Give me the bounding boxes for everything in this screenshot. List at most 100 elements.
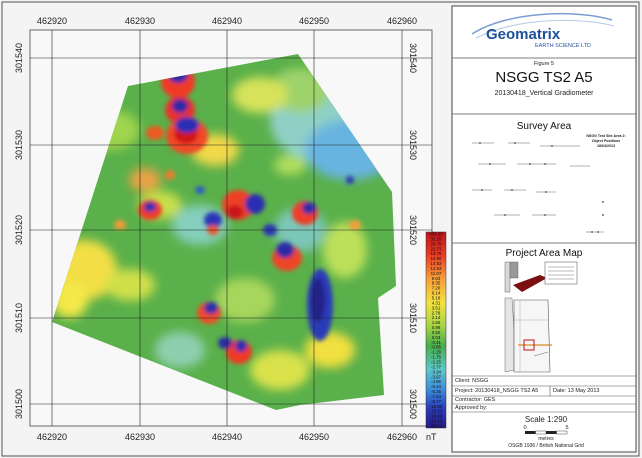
y-tick-left: 301520 — [14, 215, 24, 245]
title-panel: Geomatrix EARTH SCIENCE LTD Figure 5 NSG… — [451, 5, 637, 453]
logo-swoosh-icon — [471, 12, 613, 35]
x-tick-bottom: 462940 — [212, 432, 242, 442]
x-tick-labels-bottom: 462920 462930 462940 462950 462960 — [37, 432, 417, 442]
color-scale-label: 11.07 — [431, 271, 442, 276]
color-scale-label: -2.77 — [431, 364, 442, 369]
color-scale-label: -3.97 — [431, 374, 442, 379]
project-field: Project: 20130418_NSGG TS2 A5 — [455, 388, 538, 394]
color-scale-label: 32.29 — [431, 236, 443, 241]
survey-area-title: Survey Area — [517, 121, 572, 132]
color-scale-label: 6.14 — [432, 291, 441, 296]
x-tick-top: 462920 — [37, 16, 67, 26]
x-tick-labels-top: 462920 462930 462940 462950 462960 — [37, 16, 417, 26]
info-block: Client: NSGG Project: 20130418_NSGG TS2 … — [452, 375, 636, 413]
y-tick-left: 301540 — [14, 43, 24, 73]
color-scale-label: 9.63 — [432, 276, 441, 281]
color-scale-gradient — [425, 231, 447, 429]
y-tick-left: 301500 — [14, 389, 24, 419]
color-scale-label: 4.31 — [432, 300, 441, 305]
color-scale-label: 16.90 — [431, 256, 443, 261]
grid-reference-note: OSGB 1936 / British National Grid — [508, 443, 584, 449]
color-scale-label: 0.03 — [432, 335, 441, 340]
y-tick-left: 301510 — [14, 303, 24, 333]
survey-inset-line: 18/04/2013 — [597, 144, 615, 148]
color-scale-label: 22.73 — [431, 246, 443, 251]
scale-tick-5: 5 — [565, 425, 568, 431]
color-scale-label: 8.35 — [432, 281, 441, 286]
survey-area-inset: NSGG Test Site Area 2: Object Positions … — [472, 134, 626, 233]
color-scale-label: -0.41 — [431, 340, 442, 345]
contractor-field: Contractor: GES — [455, 397, 496, 403]
scale-bar — [525, 430, 568, 435]
client-field: Client: NSGG — [455, 378, 488, 384]
color-scale-label: 7.20 — [432, 286, 441, 291]
color-scale-labels: 403.2032.2926.7822.7319.7816.9014.5312.6… — [429, 232, 443, 429]
color-scale-label: -8.77 — [431, 399, 442, 404]
color-scale-label: 14.53 — [431, 261, 443, 266]
date-field: Date: 13 May 2013 — [553, 388, 599, 394]
color-scale-label: -10.50 — [430, 404, 443, 409]
x-tick-top: 462950 — [299, 16, 329, 26]
color-scale-label: -0.85 — [431, 345, 442, 350]
y-tick-right: 301530 — [408, 130, 418, 160]
figure-subtitle: 20130418_Vertical Gradiometer — [495, 90, 595, 97]
map-area: 462920 462930 462940 462950 462960 46292… — [14, 16, 447, 442]
y-tick-left: 301530 — [14, 130, 24, 160]
color-scale-label: 0.99 — [432, 325, 441, 330]
color-scale-label: 3.51 — [432, 305, 441, 310]
color-scale-label: -1.75 — [431, 355, 442, 360]
color-scale-unit: nT — [426, 432, 437, 442]
project-site-marker — [523, 339, 535, 351]
color-scale-label: 1.55 — [432, 320, 441, 325]
color-scale-label: -13.02 — [430, 409, 443, 414]
y-tick-right: 301520 — [408, 215, 418, 245]
color-scale-label: 26.78 — [431, 241, 443, 246]
scale-tick-0: 0 — [523, 425, 526, 431]
survey-inset-line: NSGG Test Site Area 2: — [586, 134, 625, 138]
grid-lines — [30, 30, 432, 426]
color-scale-label: -6.35 — [431, 389, 442, 394]
color-scale-label: 403.20 — [429, 232, 443, 237]
x-tick-top: 462930 — [125, 16, 155, 26]
y-tick-right: 301500 — [408, 389, 418, 419]
logo-name: Geomatrix — [486, 26, 561, 43]
figure-label: Figure 5 — [534, 61, 554, 67]
color-scale-label: -22.13 — [430, 419, 443, 424]
color-scale-label: -69.12 — [430, 424, 443, 429]
panel-frame — [451, 5, 637, 453]
x-tick-bottom: 462920 — [37, 432, 67, 442]
color-scale-label: -1.29 — [431, 350, 442, 355]
color-scale-label: 5.18 — [432, 296, 441, 301]
color-scale-label: 12.63 — [431, 266, 443, 271]
company-logo: Geomatrix EARTH SCIENCE LTD — [471, 12, 615, 49]
logo-sub: EARTH SCIENCE LTD — [535, 43, 591, 49]
y-tick-labels-right: 301540 301530 301520 301510 301500 — [408, 43, 418, 419]
color-scale-label: 2.78 — [432, 310, 441, 315]
y-tick-right: 301510 — [408, 303, 418, 333]
y-tick-labels-left: 301540 301530 301520 301510 301500 — [14, 43, 24, 419]
x-tick-bottom: 462930 — [125, 432, 155, 442]
approved-field: Approved by: — [455, 405, 488, 411]
color-scale-label: 2.14 — [432, 315, 441, 320]
color-scale-label: -2.25 — [431, 360, 442, 365]
survey-inset-line: Object Positions — [592, 139, 620, 143]
scale-ratio: Scale 1:290 — [525, 415, 568, 424]
x-tick-top: 462960 — [387, 16, 417, 26]
color-scale-label: -7.44 — [431, 394, 442, 399]
project-area-map — [504, 261, 578, 373]
scale-block: Scale 1:290 0 5 metres OSGB 1936 / Briti… — [508, 415, 584, 449]
color-scale-label: -5.43 — [431, 384, 442, 389]
x-tick-bottom: 462950 — [299, 432, 329, 442]
color-scale-label: -16.43 — [430, 414, 443, 419]
color-scale-label: 0.50 — [432, 330, 441, 335]
y-tick-right: 301540 — [408, 43, 418, 73]
figure-title: NSGG TS2 A5 — [495, 69, 592, 86]
x-tick-top: 462940 — [212, 16, 242, 26]
color-scale-label: -3.34 — [431, 369, 442, 374]
color-scale-bar: 403.2032.2926.7822.7319.7816.9014.5312.6… — [425, 231, 447, 442]
project-map-title: Project Area Map — [506, 248, 583, 259]
scale-unit: metres — [538, 436, 554, 442]
color-scale-label: 19.78 — [431, 251, 443, 256]
color-scale-label: -4.66 — [431, 379, 442, 384]
